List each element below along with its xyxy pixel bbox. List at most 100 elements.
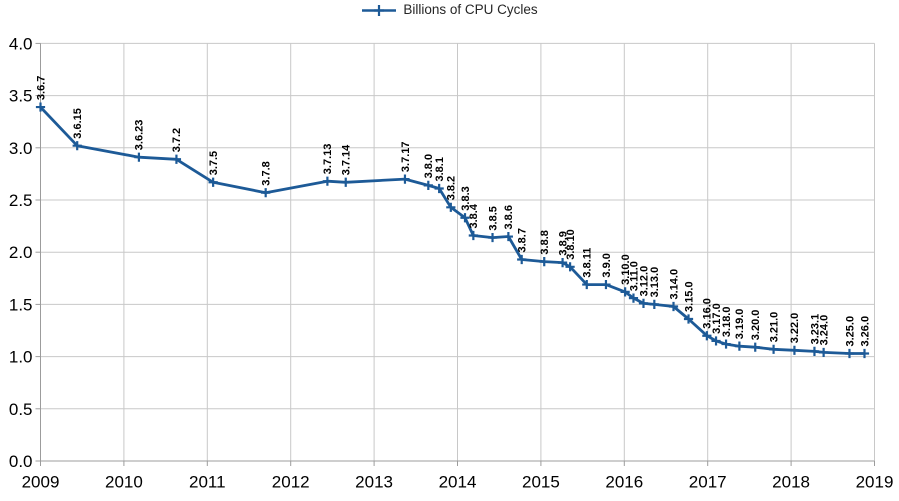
y-tick-label: 1.0 — [9, 348, 33, 367]
data-point-label: 3.7.17 — [400, 142, 412, 173]
x-tick-label: 2018 — [772, 473, 810, 492]
grid — [35, 42, 875, 466]
data-point-marker — [539, 256, 549, 267]
data-point-label: 3.11.0 — [628, 261, 640, 291]
data-point-marker — [460, 213, 470, 223]
data-point-label: 3.6.7 — [35, 76, 47, 100]
data-point-label: 3.8.9 — [557, 231, 569, 255]
y-tick-label: 0.0 — [9, 452, 33, 471]
data-point-label: 3.7.8 — [261, 161, 273, 185]
x-tick-label: 2015 — [522, 473, 560, 492]
data-point-label: 3.26.0 — [859, 316, 871, 347]
data-point-label: 3.8.5 — [487, 206, 499, 230]
data-point-label: 3.8.0 — [423, 154, 435, 178]
data-point-label: 3.14.0 — [668, 269, 680, 300]
data-point-marker — [750, 342, 760, 352]
y-tick-label: 2.0 — [9, 243, 33, 262]
data-point-marker — [702, 331, 712, 341]
data-point-label: 3.21.0 — [768, 312, 780, 343]
data-point-marker — [789, 345, 800, 355]
data-point-label: 3.8.6 — [503, 205, 515, 229]
data-point-marker — [859, 348, 870, 359]
data-point-marker — [628, 293, 639, 303]
data-point-marker — [468, 230, 478, 241]
series-markers — [35, 102, 870, 359]
data-point-marker — [487, 232, 498, 243]
y-tick-label: 4.0 — [9, 34, 33, 53]
data-point-marker — [819, 347, 829, 358]
data-point-label: 3.7.14 — [341, 144, 353, 175]
data-point-label: 3.7.2 — [171, 128, 183, 152]
data-point-label: 3.8.7 — [517, 228, 529, 252]
data-point-label: 3.23.1 — [809, 314, 821, 345]
data-point-label: 3.8.1 — [434, 157, 446, 181]
data-point-marker — [734, 341, 744, 351]
x-tick-label: 2011 — [189, 473, 226, 492]
data-point-label: 3.8.11 — [582, 248, 594, 278]
data-point-marker — [582, 279, 592, 290]
x-tick-label: 2013 — [355, 473, 393, 492]
data-point-marker — [844, 348, 855, 359]
x-tick-label: 2016 — [605, 473, 643, 492]
x-tick-label: 2009 — [22, 473, 60, 492]
data-point-label: 3.20.0 — [750, 310, 762, 341]
data-point-label: 3.17.0 — [711, 303, 723, 334]
data-point-marker — [72, 141, 82, 151]
y-tick-label: 1.5 — [9, 295, 33, 314]
x-tick-label: 2017 — [689, 473, 727, 492]
data-point-marker — [601, 279, 611, 290]
data-point-label: 3.16.0 — [702, 298, 714, 329]
data-point-marker — [503, 231, 513, 242]
data-point-label: 3.10.0 — [620, 254, 632, 285]
data-point-label: 3.12.0 — [638, 266, 650, 297]
data-point-marker — [322, 176, 332, 186]
data-point-marker — [565, 262, 575, 272]
data-point-marker — [423, 180, 433, 190]
y-tick-label: 3.5 — [9, 87, 33, 106]
data-point-marker — [683, 314, 694, 324]
data-point-label: 3.13.0 — [649, 267, 661, 298]
data-point-marker — [35, 102, 46, 112]
data-point-label: 3.8.3 — [460, 186, 472, 210]
x-tick-label: 2010 — [105, 473, 143, 492]
y-tick-label: 3.0 — [9, 139, 33, 158]
data-point-marker — [434, 183, 444, 194]
data-point-label: 3.7.13 — [322, 144, 334, 175]
data-point-label: 3.9.0 — [601, 253, 613, 277]
x-tick-label: 2014 — [439, 473, 477, 492]
data-point-label: 3.19.0 — [734, 309, 746, 340]
data-point-label: 3.8.10 — [565, 229, 577, 260]
data-point-label: 3.15.0 — [683, 281, 695, 312]
data-point-marker — [620, 287, 630, 297]
data-point-marker — [261, 188, 271, 198]
y-tick-label: 2.5 — [9, 191, 33, 210]
data-point-label: 3.6.15 — [72, 108, 84, 139]
data-point-label: 3.8.8 — [539, 230, 551, 254]
data-point-marker — [721, 339, 731, 349]
data-point-label: 3.25.0 — [844, 316, 856, 347]
data-point-marker — [557, 258, 568, 268]
data-point-marker — [809, 346, 820, 356]
data-point-marker — [768, 344, 779, 354]
data-point-label: 3.22.0 — [789, 313, 801, 344]
data-point-label: 3.7.5 — [208, 151, 220, 175]
data-point-label: 3.6.23 — [134, 120, 146, 151]
x-tick-label: 2012 — [272, 473, 310, 492]
data-point-label: 3.24.0 — [818, 315, 830, 346]
data-point-label: 3.18.0 — [721, 307, 733, 338]
data-point-label: 3.8.2 — [446, 176, 458, 200]
x-tick-label: 2019 — [856, 473, 894, 492]
data-point-marker — [668, 301, 679, 312]
data-point-marker — [446, 202, 456, 212]
data-point-marker — [517, 254, 527, 265]
data-point-marker — [649, 299, 659, 309]
data-point-marker — [400, 174, 410, 184]
data-point-marker — [638, 298, 649, 308]
y-tick-label: 0.5 — [9, 400, 33, 419]
data-point-marker — [208, 177, 218, 187]
data-point-marker — [171, 154, 182, 164]
data-point-label: 3.8.4 — [468, 203, 480, 228]
data-point-marker — [711, 336, 721, 346]
